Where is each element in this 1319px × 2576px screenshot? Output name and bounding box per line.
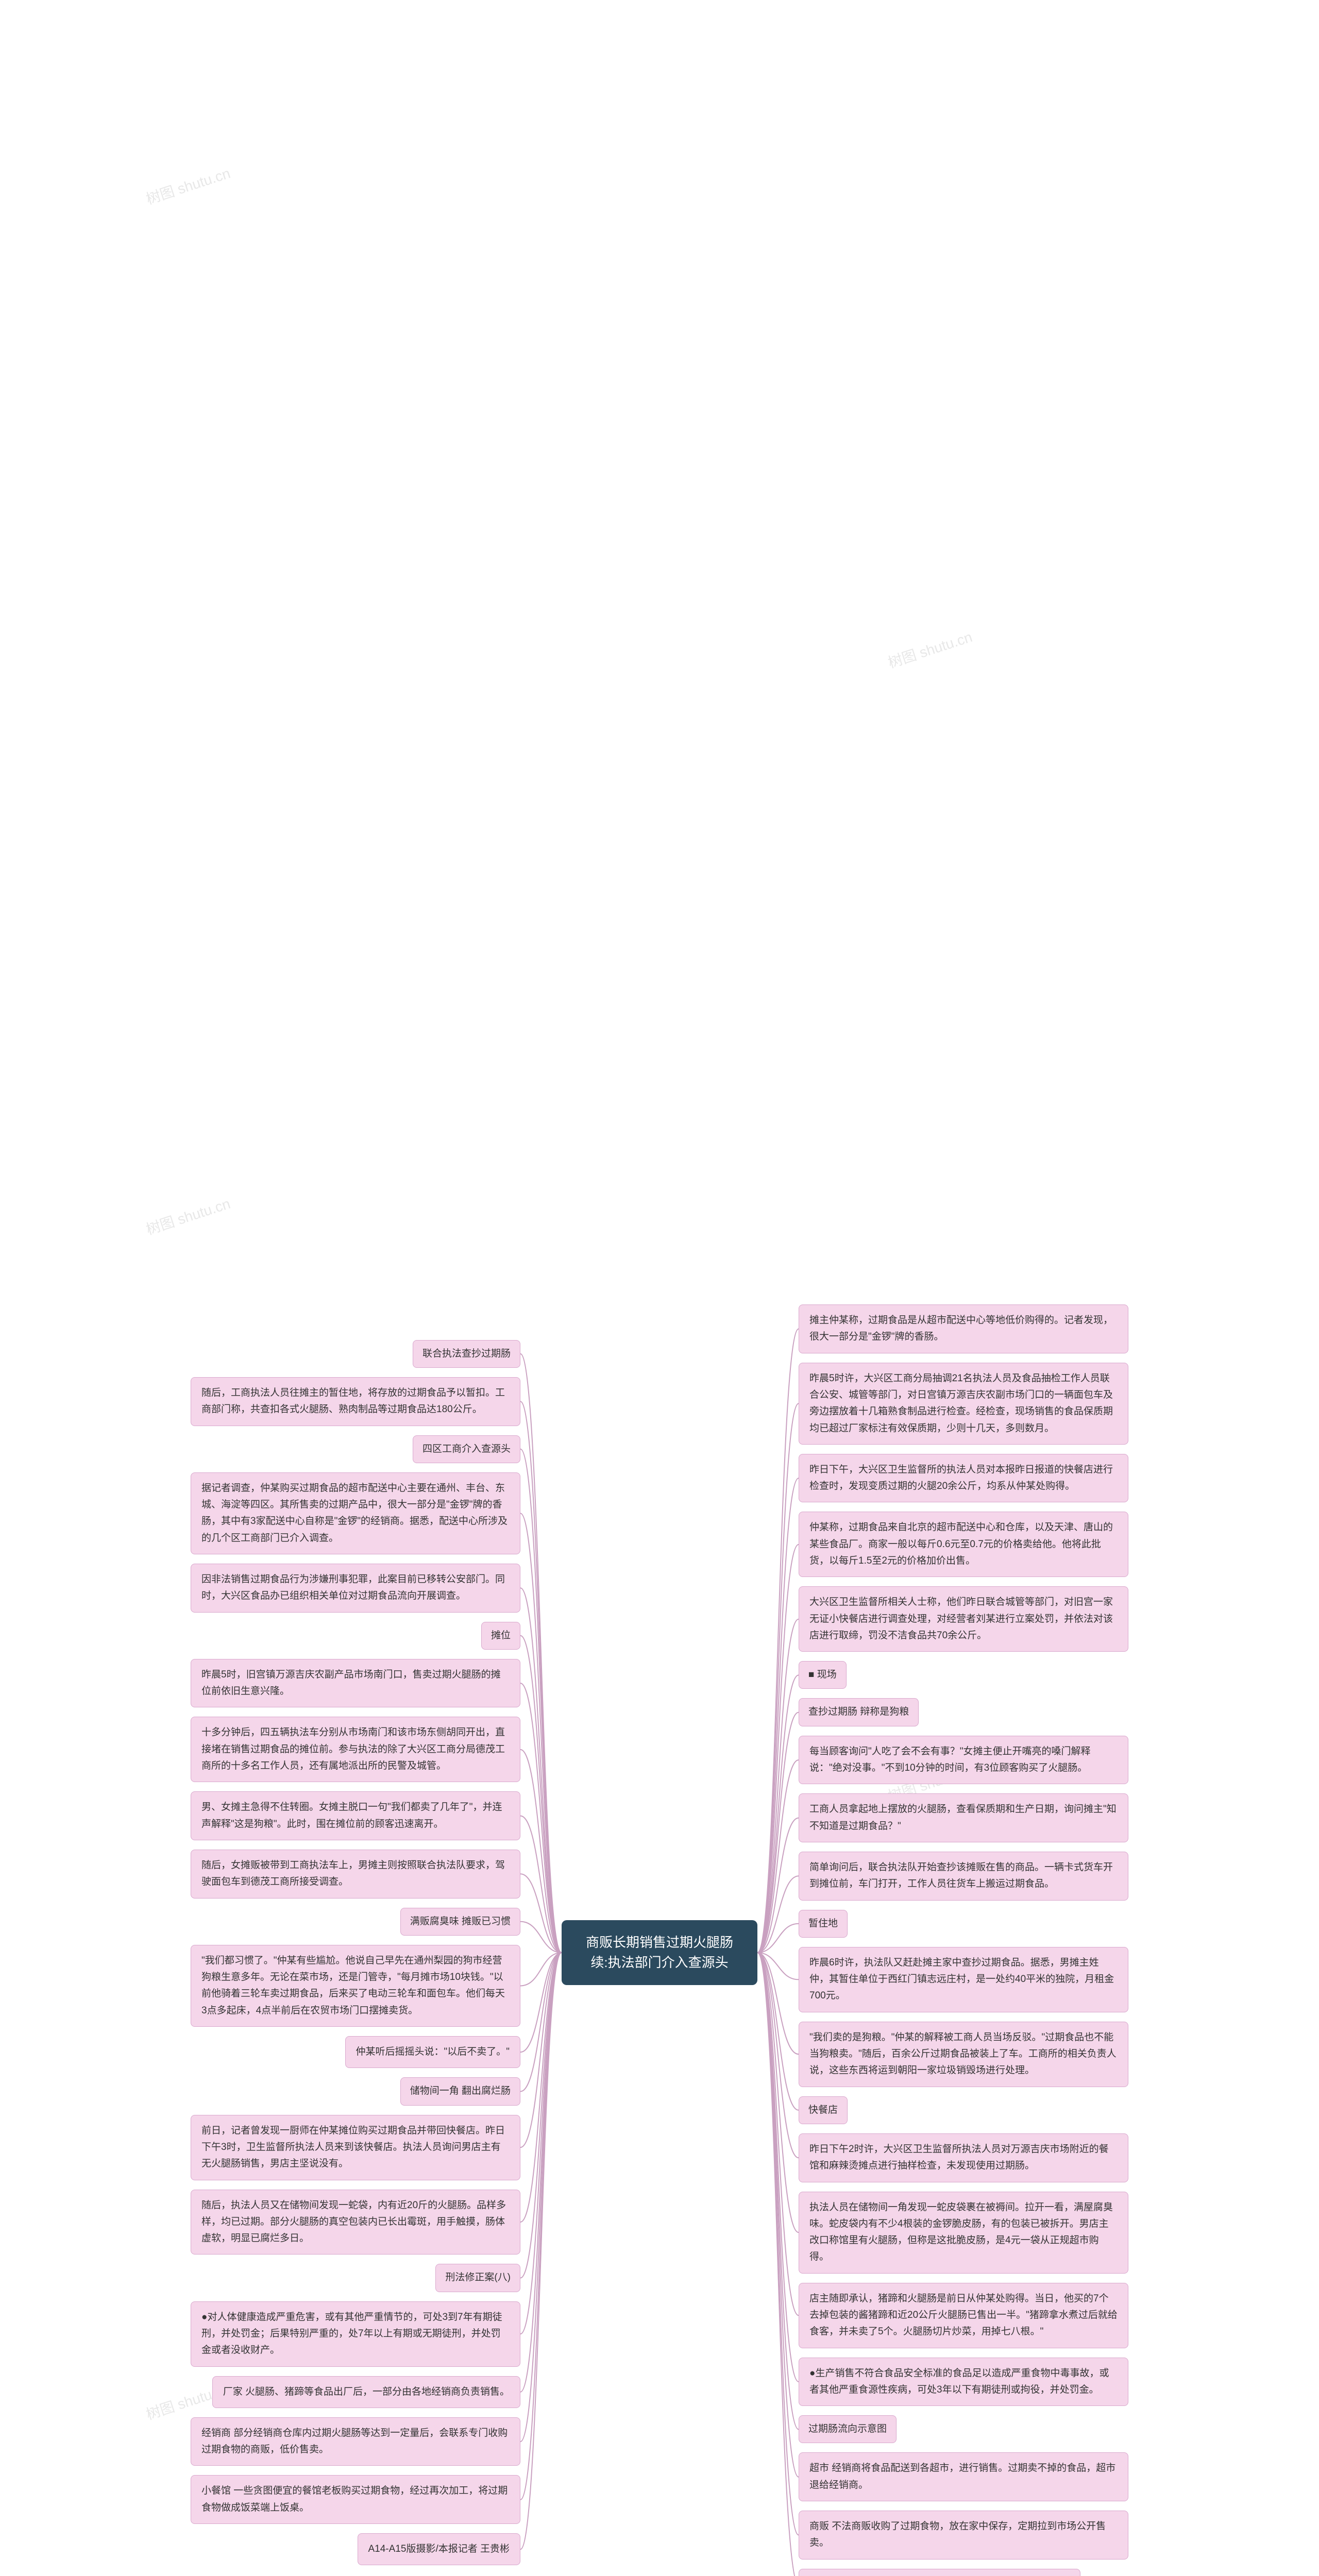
root-title-line1: 商贩长期销售过期火腿肠 [579, 1933, 740, 1953]
right-node[interactable]: 过期肠流向示意图 [799, 2415, 897, 2443]
right-node[interactable]: 简单询问后，联合执法队开始查抄该摊贩在售的商品。一辆卡式货车开到摊位前，车门打开… [799, 1852, 1128, 1901]
right-node[interactable]: 商贩 不法商贩收购了过期食物，放在家中保存，定期拉到市场公开售卖。 [799, 2511, 1128, 2560]
right-node[interactable]: 执法人员在储物间一角发现一蛇皮袋裹在被褥间。拉开一看，满屋腐臭味。蛇皮袋内有不少… [799, 2192, 1128, 2274]
right-node[interactable]: 昨晨5时许，大兴区工商分局抽调21名执法人员及食品抽检工作人员联合公安、城管等部… [799, 1363, 1128, 1445]
watermark: 树图 shutu.cn [885, 626, 975, 672]
right-node[interactable]: ■ 现场 [799, 1661, 847, 1689]
right-node[interactable]: 超市 经销商将食品配送到各超市，进行销售。过期卖不掉的食品，超市退给经销商。 [799, 2452, 1128, 2501]
right-node[interactable]: ●生产销售不符合食品安全标准的食品足以造成严重食物中毒事故，或者其他严重食源性疾… [799, 2358, 1128, 2406]
left-node[interactable]: "我们都习惯了。"仲某有些尴尬。他说自己早先在通州梨园的狗市经营狗粮生意多年。无… [191, 1945, 520, 2027]
left-node[interactable]: 储物间一角 翻出腐烂肠 [400, 2077, 520, 2105]
left-node[interactable]: 因非法销售过期食品行为涉嫌刑事犯罪，此案目前已移转公安部门。同时，大兴区食品办已… [191, 1564, 520, 1613]
right-node[interactable]: 暂住地 [799, 1910, 848, 1938]
left-node[interactable]: 据记者调查，仲某购买过期食品的超市配送中心主要在通州、丰台、东城、海淀等四区。其… [191, 1472, 520, 1554]
right-node[interactable]: 店主随即承认，猪蹄和火腿肠是前日从仲某处购得。当日，他买的7个去掉包装的酱猪蹄和… [799, 2283, 1128, 2348]
left-node[interactable]: A14-A15版摄影/本报记者 王贵彬 [358, 2533, 521, 2565]
left-node[interactable]: 厂家 火腿肠、猪蹄等食品出厂后，一部分由各地经销商负责销售。 [212, 2376, 520, 2408]
left-node[interactable]: 随后，工商执法人员往摊主的暂住地，将存放的过期食品予以暂扣。工商部门称，共查扣各… [191, 1377, 520, 1426]
right-node[interactable]: 昨日下午2时许，大兴区卫生监督所执法人员对万源吉庆市场附近的餐馆和麻辣烫摊点进行… [799, 2133, 1128, 2182]
left-node[interactable]: 联合执法查抄过期肠 [413, 1340, 520, 1368]
left-node[interactable]: ●对人体健康造成严重危害，或有其他严重情节的，可处3到7年有期徒刑，并处罚金；后… [191, 2301, 520, 2367]
left-node[interactable]: 随后，女摊贩被带到工商执法车上，男摊主则按照联合执法队要求，驾驶面包车到德茂工商… [191, 1850, 520, 1899]
watermark: 树图 shutu.cn [143, 1193, 233, 1239]
left-node[interactable]: 前日，记者曾发现一厨师在仲某摊位购买过期食品并带回快餐店。昨日下午3时，卫生监督… [191, 2115, 520, 2180]
root-node[interactable]: 商贩长期销售过期火腿肠 续:执法部门介入查源头 [562, 1920, 757, 1985]
center-column: 商贩长期销售过期火腿肠 续:执法部门介入查源头 [541, 1920, 778, 1985]
root-title-line2: 续:执法部门介入查源头 [579, 1953, 740, 1973]
right-node[interactable]: A14-A15版采写/本报记者 李超 张永生 廖爱玲 通讯员 张媛媛 [799, 2569, 1080, 2576]
right-node[interactable]: 快餐店 [799, 2096, 848, 2124]
right-node[interactable]: 仲某称，过期食品来自北京的超市配送中心和仓库，以及天津、唐山的某些食品厂。商家一… [799, 1512, 1128, 1577]
right-node[interactable]: "我们卖的是狗粮。"仲某的解释被工商人员当场反驳。"过期食品也不能当狗粮卖。"随… [799, 2022, 1128, 2087]
mindmap-container: 树图 shutu.cn 树图 shutu.cn 树图 shutu.cn 树图 s… [10, 21, 1309, 2576]
left-node[interactable]: 随后，执法人员又在储物间发现一蛇袋，内有近20斤的火腿肠。品样多样，均已过期。部… [191, 2190, 520, 2255]
left-node[interactable]: 仲某听后摇摇头说："以后不卖了。" [345, 2036, 521, 2068]
left-node[interactable]: 男、女摊主急得不住转圈。女摊主脱口一句"我们都卖了几年了"，并连声解释"这是狗粮… [191, 1791, 520, 1840]
watermark: 树图 shutu.cn [143, 162, 233, 209]
right-node[interactable]: 查抄过期肠 辩称是狗粮 [799, 1698, 919, 1726]
right-node[interactable]: 昨日下午，大兴区卫生监督所的执法人员对本报昨日报道的快餐店进行检查时，发现变质过… [799, 1454, 1128, 1503]
left-node[interactable]: 四区工商介入查源头 [413, 1435, 520, 1463]
right-node[interactable]: 每当顾客询问"人吃了会不会有事？"女摊主便止开嘴亮的嗓门解释说："绝对没事。"不… [799, 1736, 1128, 1785]
right-node[interactable]: 工商人员拿起地上摆放的火腿肠，查看保质期和生产日期，询问摊主"知不知道是过期食品… [799, 1793, 1128, 1842]
left-branch: 联合执法查抄过期肠 随后，工商执法人员往摊主的暂住地，将存放的过期食品予以暂扣。… [57, 1340, 520, 2566]
right-node[interactable]: 大兴区卫生监督所相关人士称，他们昨日联合城管等部门，对旧宫一家无证小快餐店进行调… [799, 1586, 1128, 1652]
left-node[interactable]: 满贩腐臭味 摊贩已习惯 [400, 1908, 520, 1936]
left-node[interactable]: 摊位 [481, 1622, 520, 1650]
left-node[interactable]: 刑法修正案(八) [435, 2264, 520, 2292]
right-branch: 摊主仲某称，过期食品是从超市配送中心等地低价购得的。记者发现，很大一部分是"金锣… [799, 1304, 1262, 2576]
left-node[interactable]: 十多分钟后，四五辆执法车分别从市场南门和该市场东侧胡同开出，直接堵在销售过期食品… [191, 1717, 520, 1782]
right-node[interactable]: 昨晨6时许，执法队又赶赴摊主家中查抄过期食品。据悉，男摊主姓仲，其暂住单位于西红… [799, 1947, 1128, 2012]
left-node[interactable]: 昨晨5时，旧宫镇万源吉庆农副产品市场南门口，售卖过期火腿肠的摊位前依旧生意兴隆。 [191, 1659, 520, 1708]
left-node[interactable]: 经销商 部分经销商仓库内过期火腿肠等达到一定量后，会联系专门收购过期食物的商贩，… [191, 2417, 520, 2466]
right-node[interactable]: 摊主仲某称，过期食品是从超市配送中心等地低价购得的。记者发现，很大一部分是"金锣… [799, 1304, 1128, 1353]
left-node[interactable]: 小餐馆 一些贪图便宜的餐馆老板购买过期食物，经过再次加工，将过期食物做成饭菜端上… [191, 2475, 520, 2524]
